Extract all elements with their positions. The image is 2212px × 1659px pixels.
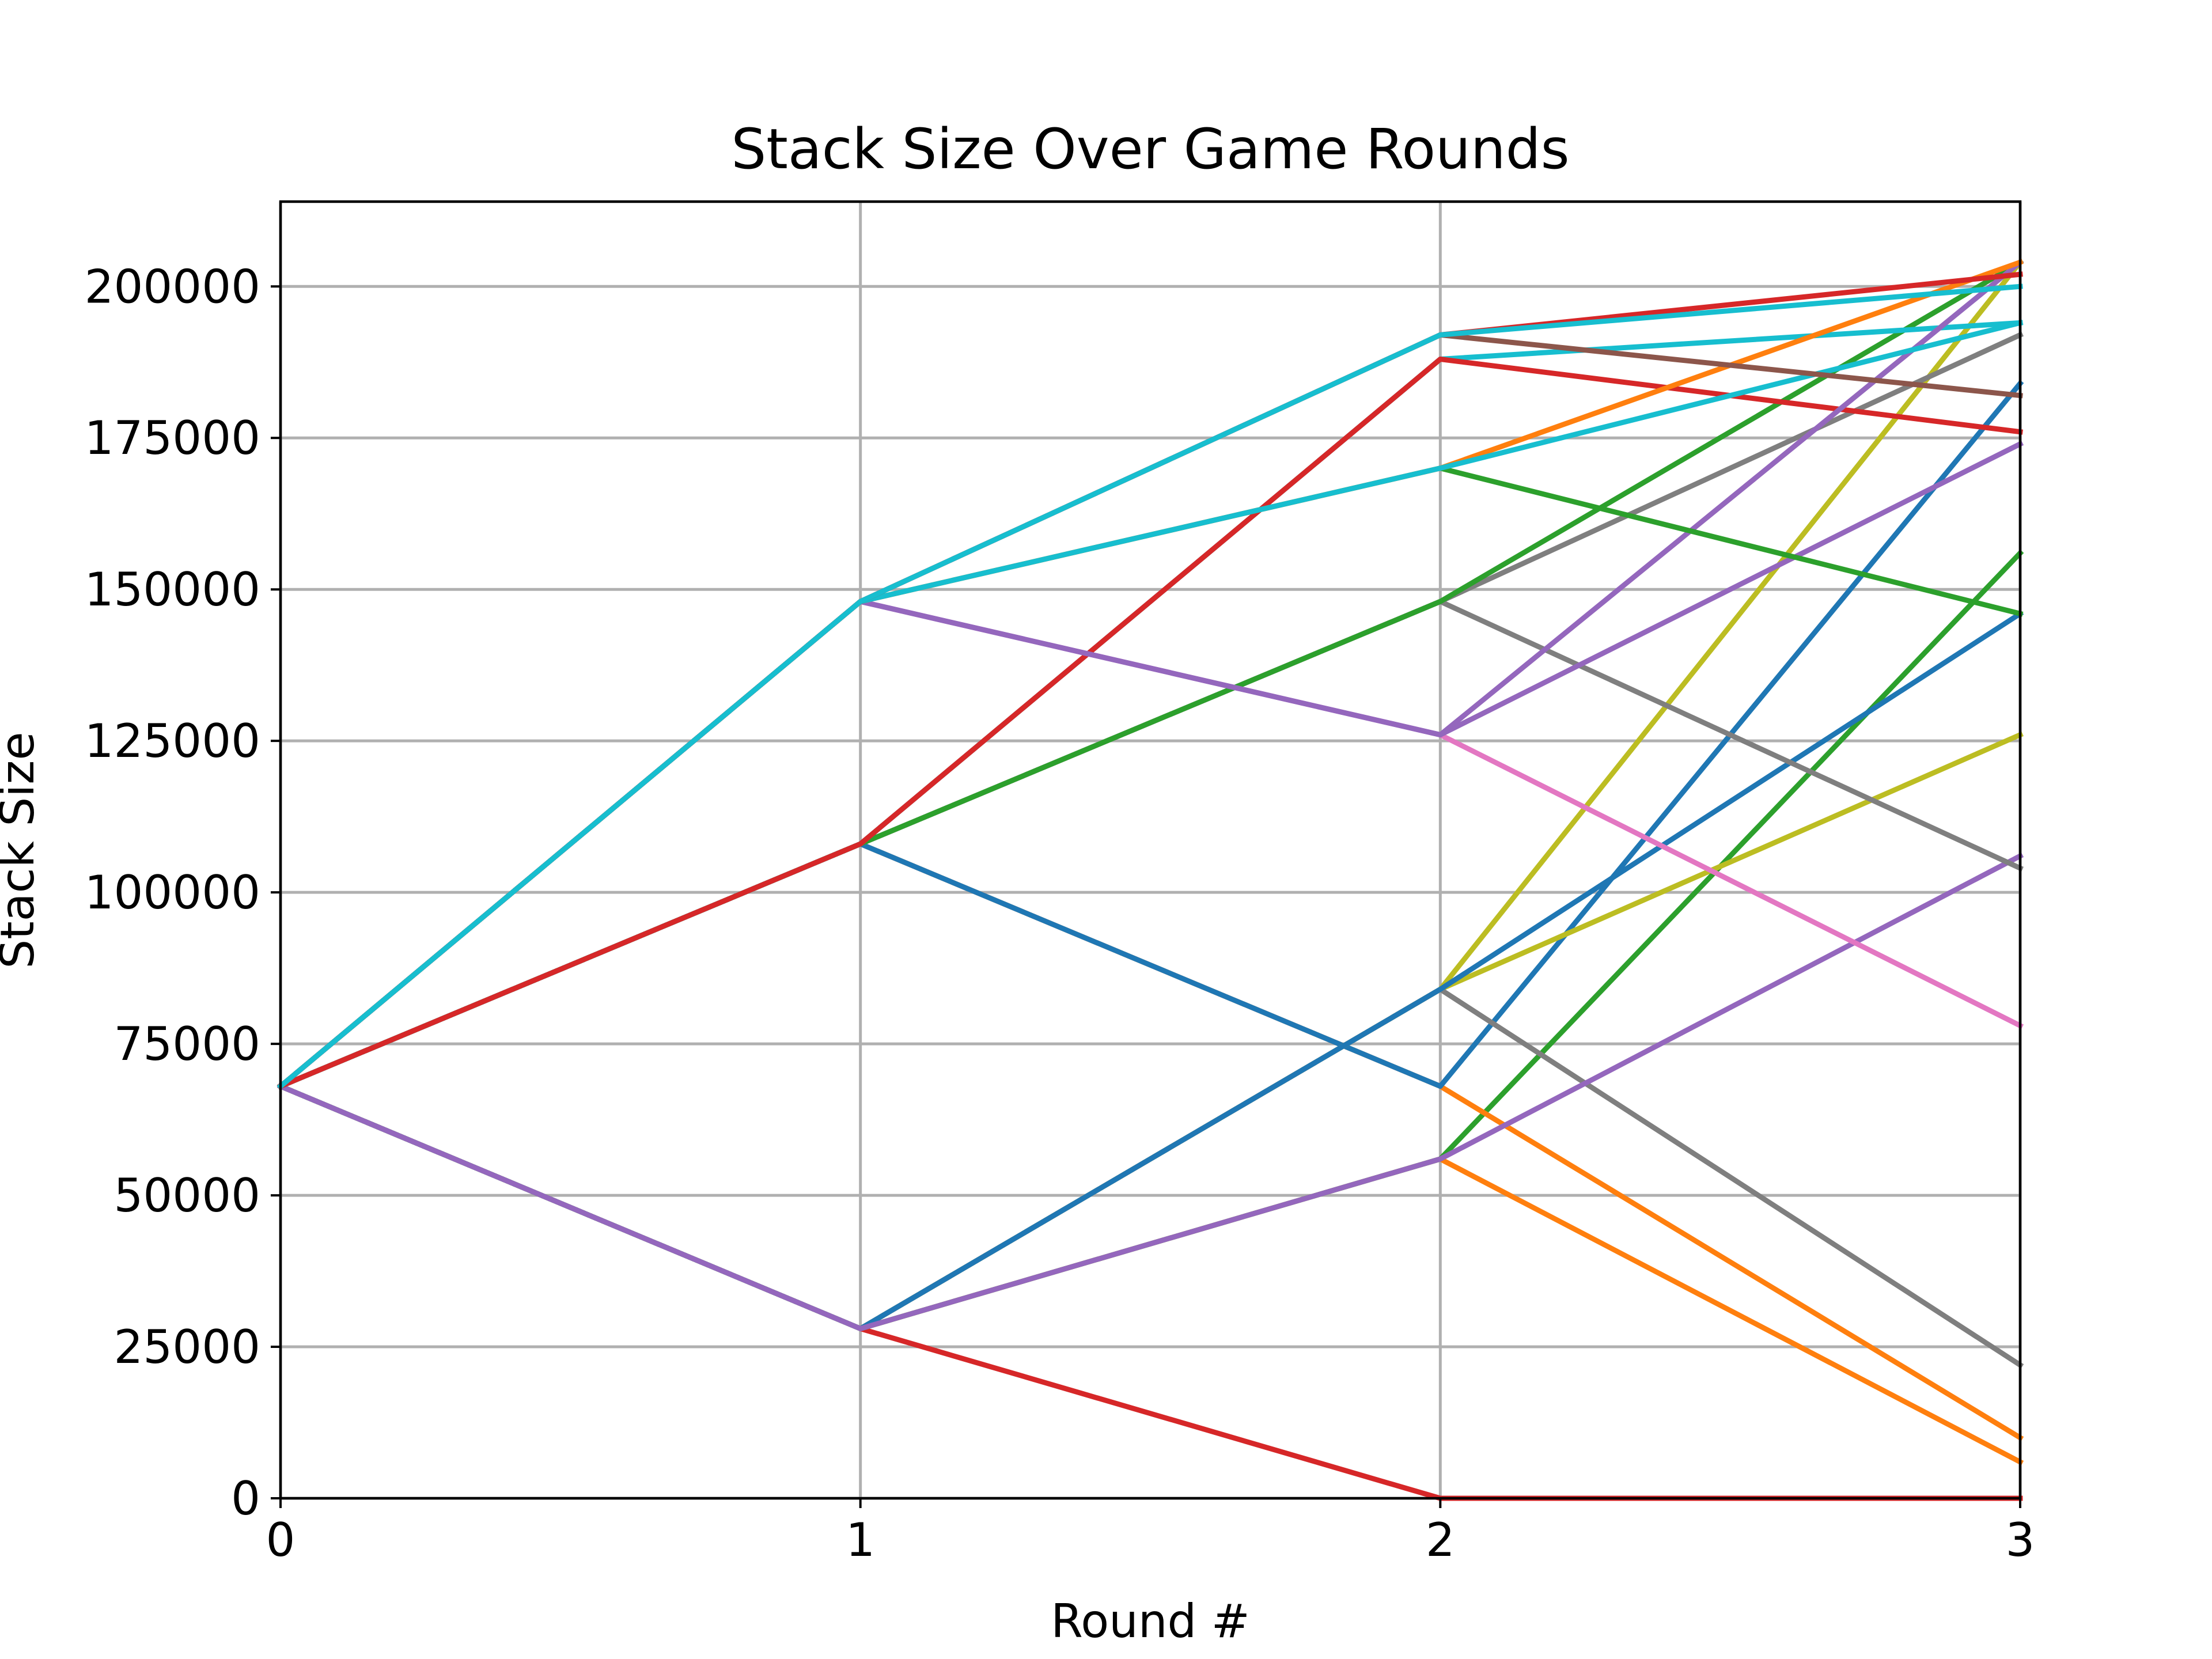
x-axis-label: Round # xyxy=(1051,1594,1250,1648)
y-tick-label: 150000 xyxy=(85,563,260,616)
x-tick-label: 0 xyxy=(266,1513,296,1567)
x-axis-ticks: 0 1 2 3 xyxy=(266,1498,2035,1567)
x-tick-label: 3 xyxy=(2006,1513,2035,1567)
x-tick-label: 2 xyxy=(1426,1513,1455,1567)
y-tick-label: 125000 xyxy=(85,714,260,768)
series-line-10 xyxy=(277,852,2024,1331)
y-tick-label: 200000 xyxy=(85,260,260,313)
y-tick-label: 25000 xyxy=(114,1320,261,1374)
y-tick-label: 75000 xyxy=(114,1017,261,1071)
chart-title: Stack Size Over Game Rounds xyxy=(731,117,1569,181)
y-tick-label: 0 xyxy=(231,1472,260,1525)
y-tick-label: 175000 xyxy=(85,411,260,465)
plot-frame xyxy=(279,200,2022,1500)
x-tick-label: 1 xyxy=(846,1513,875,1567)
y-axis-ticks: 0 25000 50000 75000 100000 125000 150000 175000… xyxy=(85,260,281,1525)
y-axis-label: Stack Size xyxy=(0,732,44,968)
y-tick-label: 100000 xyxy=(85,866,260,919)
y-tick-label: 50000 xyxy=(114,1169,261,1222)
series-line-24 xyxy=(276,283,2023,1090)
